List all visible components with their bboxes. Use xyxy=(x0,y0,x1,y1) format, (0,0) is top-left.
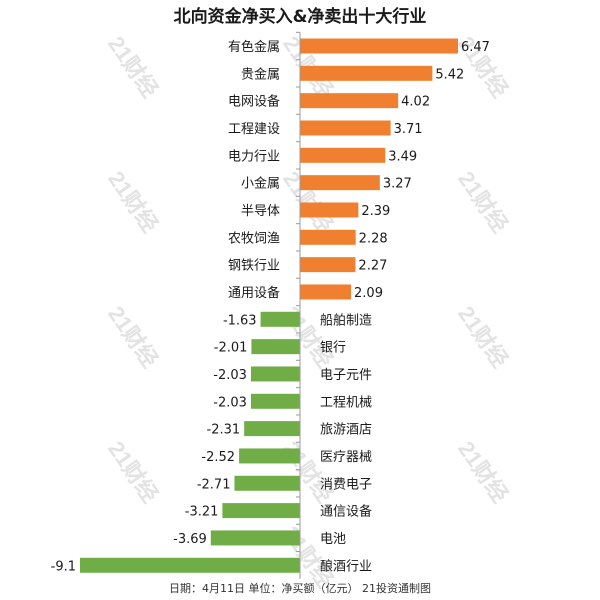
bar-15 xyxy=(244,421,300,437)
category-label-19: 电池 xyxy=(320,532,346,547)
category-label-5: 电力行业 xyxy=(228,149,280,164)
category-label-16: 医疗器械 xyxy=(320,450,372,465)
bar-12 xyxy=(251,339,300,355)
category-label-6: 小金属 xyxy=(241,176,280,192)
bar-11 xyxy=(260,311,300,327)
value-label-7: 2.39 xyxy=(361,204,390,219)
value-label-17: -2.71 xyxy=(197,477,231,492)
bar-8 xyxy=(300,229,356,245)
category-label-11: 船舶制造 xyxy=(320,312,372,328)
value-label-19: -3.69 xyxy=(173,532,207,547)
value-label-4: 3.71 xyxy=(394,122,423,137)
bar-19 xyxy=(210,530,300,546)
bar-2 xyxy=(300,65,433,81)
value-label-20: -9.1 xyxy=(51,559,76,574)
category-label-18: 通信设备 xyxy=(320,504,372,520)
value-label-2: 5.42 xyxy=(435,67,464,82)
category-label-17: 消费电子 xyxy=(320,477,372,492)
value-label-18: -3.21 xyxy=(185,505,219,520)
value-label-1: 6.47 xyxy=(461,40,490,55)
category-label-7: 半导体 xyxy=(241,204,280,219)
category-label-10: 通用设备 xyxy=(228,285,280,301)
value-label-16: -2.52 xyxy=(201,450,235,465)
category-label-9: 钢铁行业 xyxy=(228,259,280,274)
value-label-6: 3.27 xyxy=(383,177,412,192)
value-label-5: 3.49 xyxy=(388,149,417,164)
bar-13 xyxy=(250,366,300,382)
value-label-15: -2.31 xyxy=(207,423,241,438)
category-label-12: 银行 xyxy=(320,341,346,356)
category-label-20: 酿酒行业 xyxy=(320,558,372,574)
value-label-9: 2.27 xyxy=(358,259,387,274)
category-label-8: 农牧饲渔 xyxy=(228,231,280,246)
category-label-2: 贵金属 xyxy=(241,66,280,82)
value-label-10: 2.09 xyxy=(354,286,383,301)
value-label-8: 2.28 xyxy=(359,231,388,246)
bar-20 xyxy=(80,557,300,573)
bar-5 xyxy=(300,147,386,163)
value-label-12: -2.01 xyxy=(214,341,248,356)
value-label-14: -2.03 xyxy=(213,395,247,410)
bar-10 xyxy=(300,284,352,300)
bar-6 xyxy=(300,175,380,191)
bar-7 xyxy=(300,202,359,218)
bar-18 xyxy=(222,503,300,519)
category-label-13: 电子元件 xyxy=(320,368,372,383)
category-label-4: 工程建设 xyxy=(228,122,280,137)
chart-title: 北向资金净买入&净卖出十大行业 xyxy=(173,7,427,27)
category-label-3: 电网设备 xyxy=(228,94,280,110)
category-label-15: 旅游酒店 xyxy=(320,423,372,438)
bar-4 xyxy=(300,120,391,136)
category-label-14: 工程机械 xyxy=(320,395,372,410)
value-label-3: 4.02 xyxy=(401,95,430,110)
value-label-13: -2.03 xyxy=(213,368,247,383)
category-label-1: 有色金属 xyxy=(228,39,280,55)
value-label-11: -1.63 xyxy=(223,313,257,328)
bar-3 xyxy=(300,93,399,109)
bar-17 xyxy=(234,475,300,491)
chart-footer: 日期：4月11日 单位：净买额（亿元） 21投资通制图 xyxy=(169,582,431,595)
bar-9 xyxy=(300,257,356,273)
bar-14 xyxy=(250,393,300,409)
bar-1 xyxy=(300,38,458,54)
bar-16 xyxy=(239,448,300,464)
